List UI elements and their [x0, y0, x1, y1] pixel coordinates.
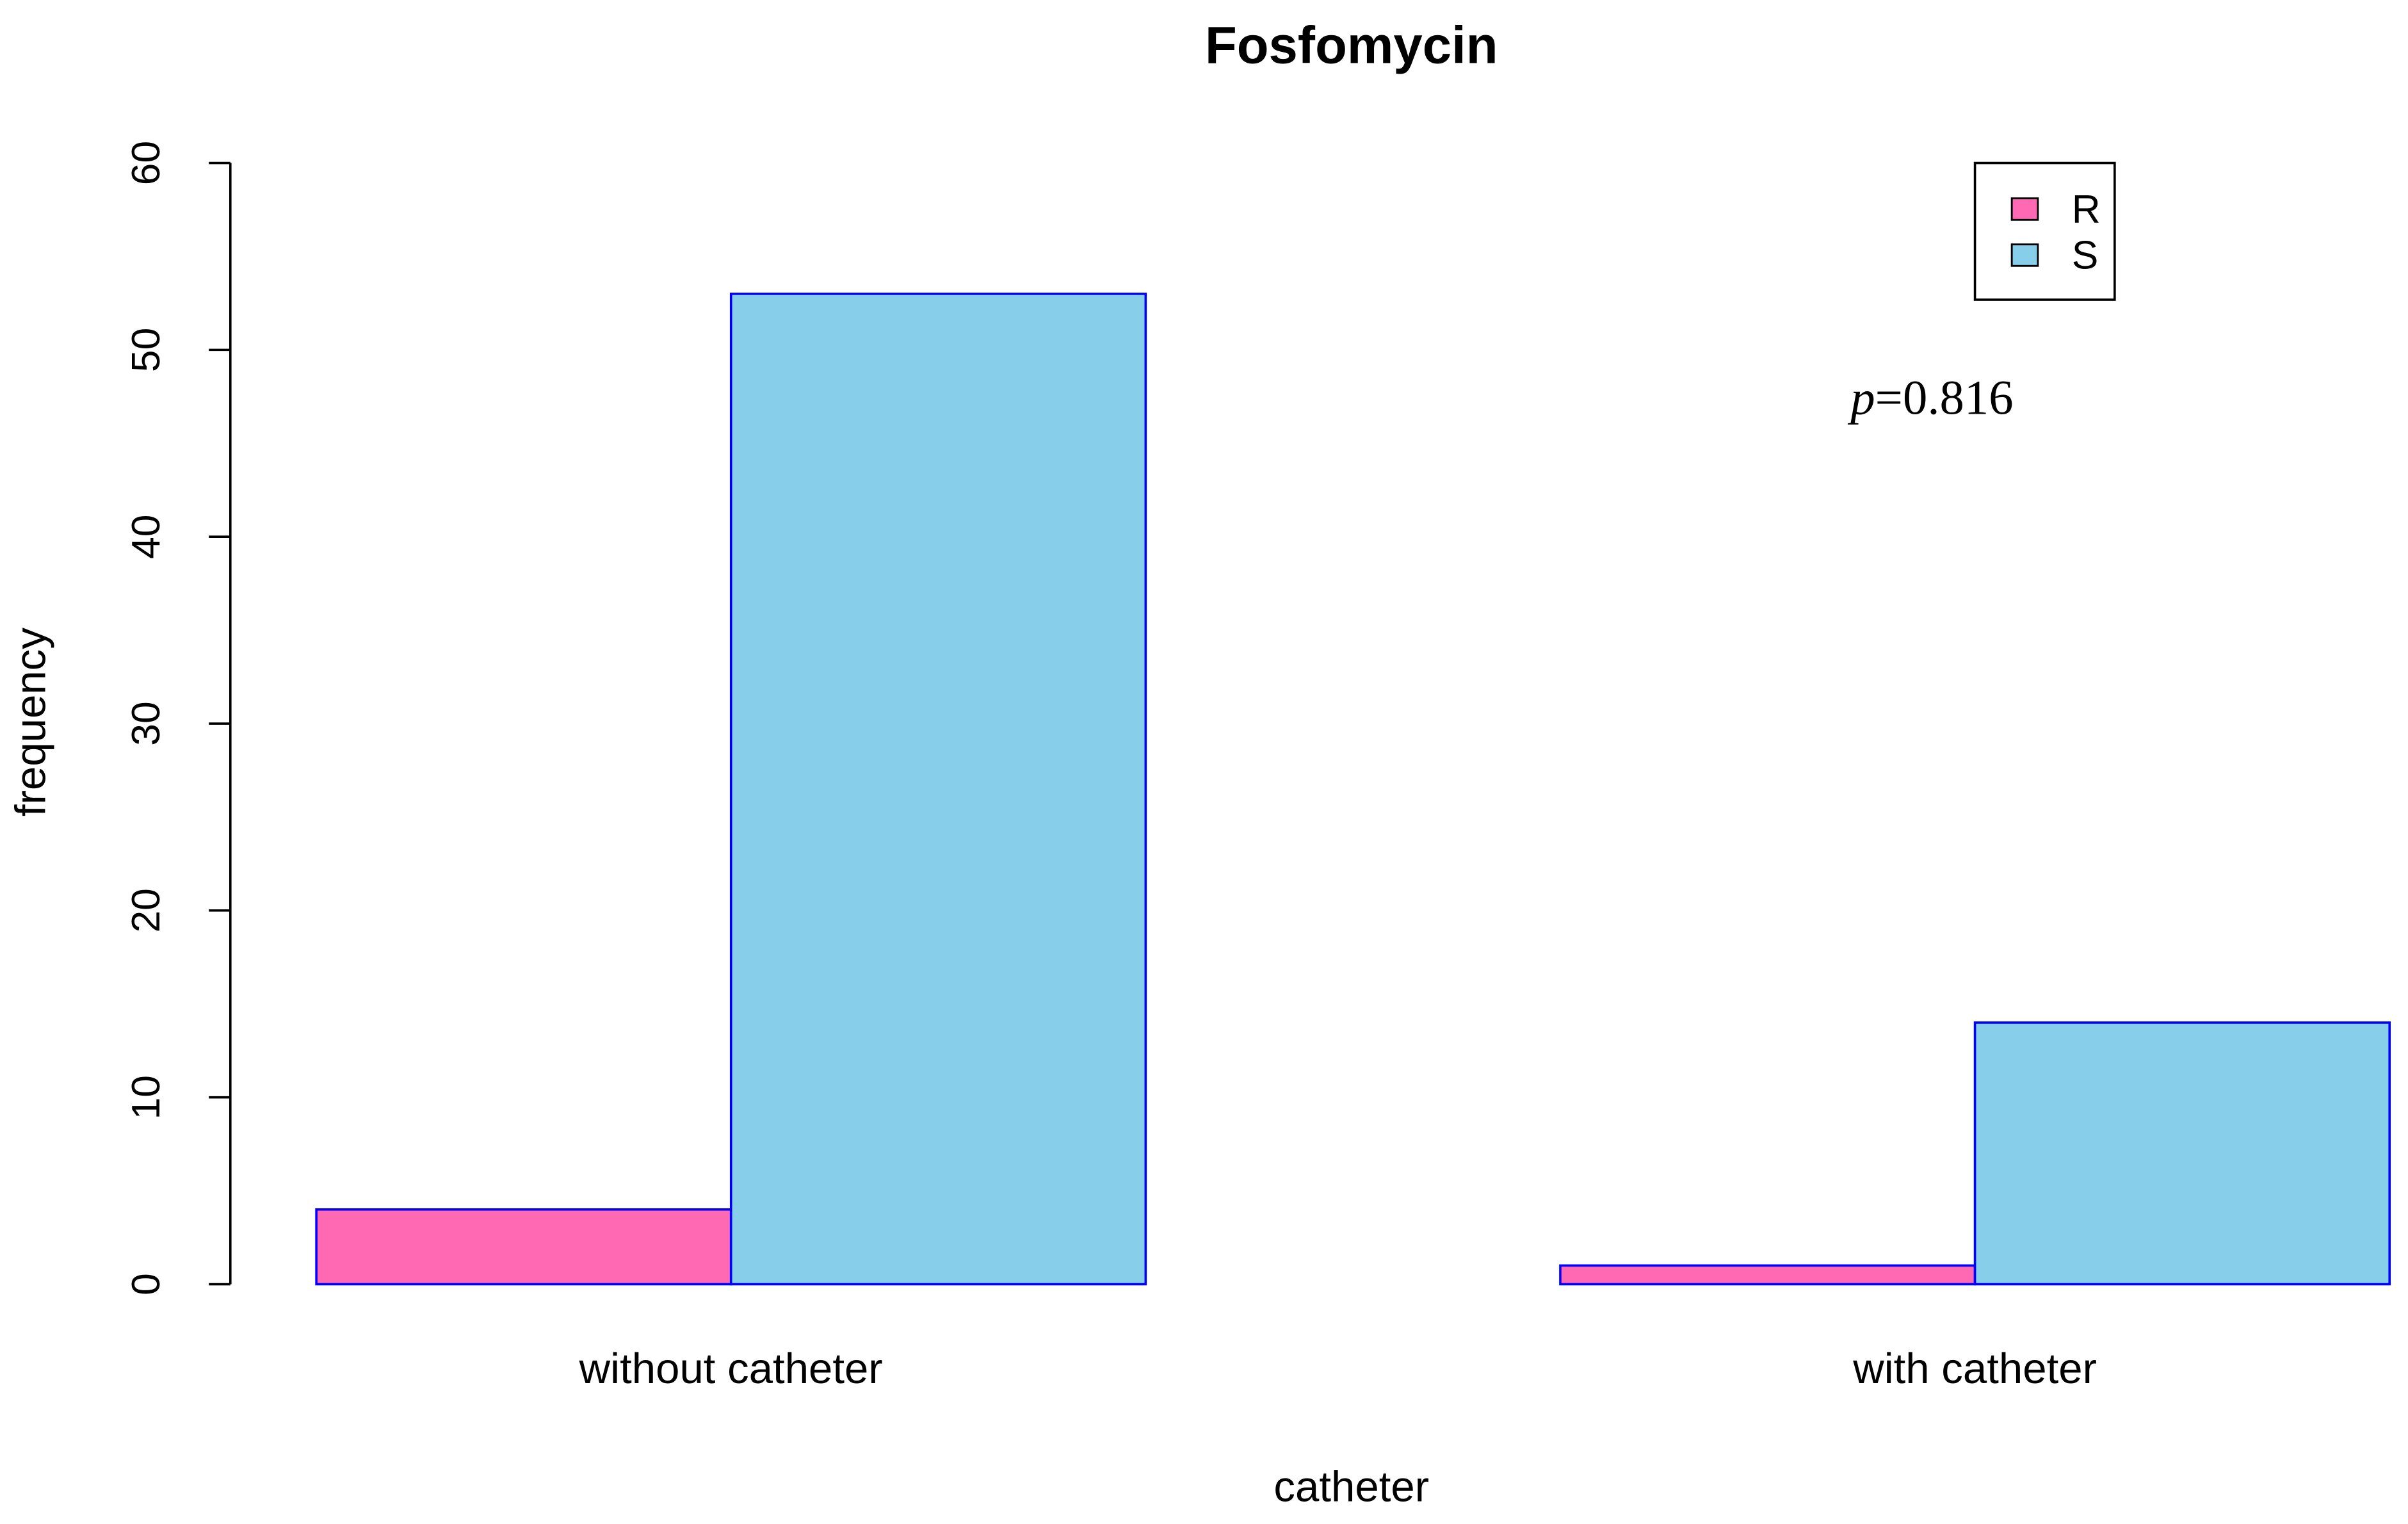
- annotation: p=0.816: [1847, 370, 2013, 425]
- bar: [729, 293, 1147, 1286]
- y-tick-label: 30: [124, 701, 168, 745]
- x-axis-label: catheter: [1273, 1463, 1429, 1511]
- y-tick-label: 60: [124, 141, 168, 185]
- legend-swatch: [2010, 197, 2039, 221]
- y-axis-label: frequency: [7, 628, 55, 816]
- x-tick-label: without catheter: [579, 1345, 883, 1393]
- legend-box: [1973, 161, 2116, 301]
- y-tick-label: 40: [124, 515, 168, 559]
- y-tick-label: 20: [124, 888, 168, 932]
- legend-label: S: [2072, 234, 2099, 278]
- y-tick-label: 10: [124, 1075, 168, 1119]
- x-tick-label: with catheter: [1852, 1345, 2097, 1393]
- y-tick-label: 0: [124, 1273, 168, 1295]
- chart-title: Fosfomycin: [1205, 17, 1498, 75]
- y-tick-label: 50: [124, 328, 168, 372]
- bar: [1973, 1021, 2391, 1286]
- legend-swatch: [2010, 243, 2039, 267]
- bar: [1559, 1264, 1976, 1286]
- legend-label: R: [2072, 188, 2101, 232]
- bar: [315, 1208, 732, 1286]
